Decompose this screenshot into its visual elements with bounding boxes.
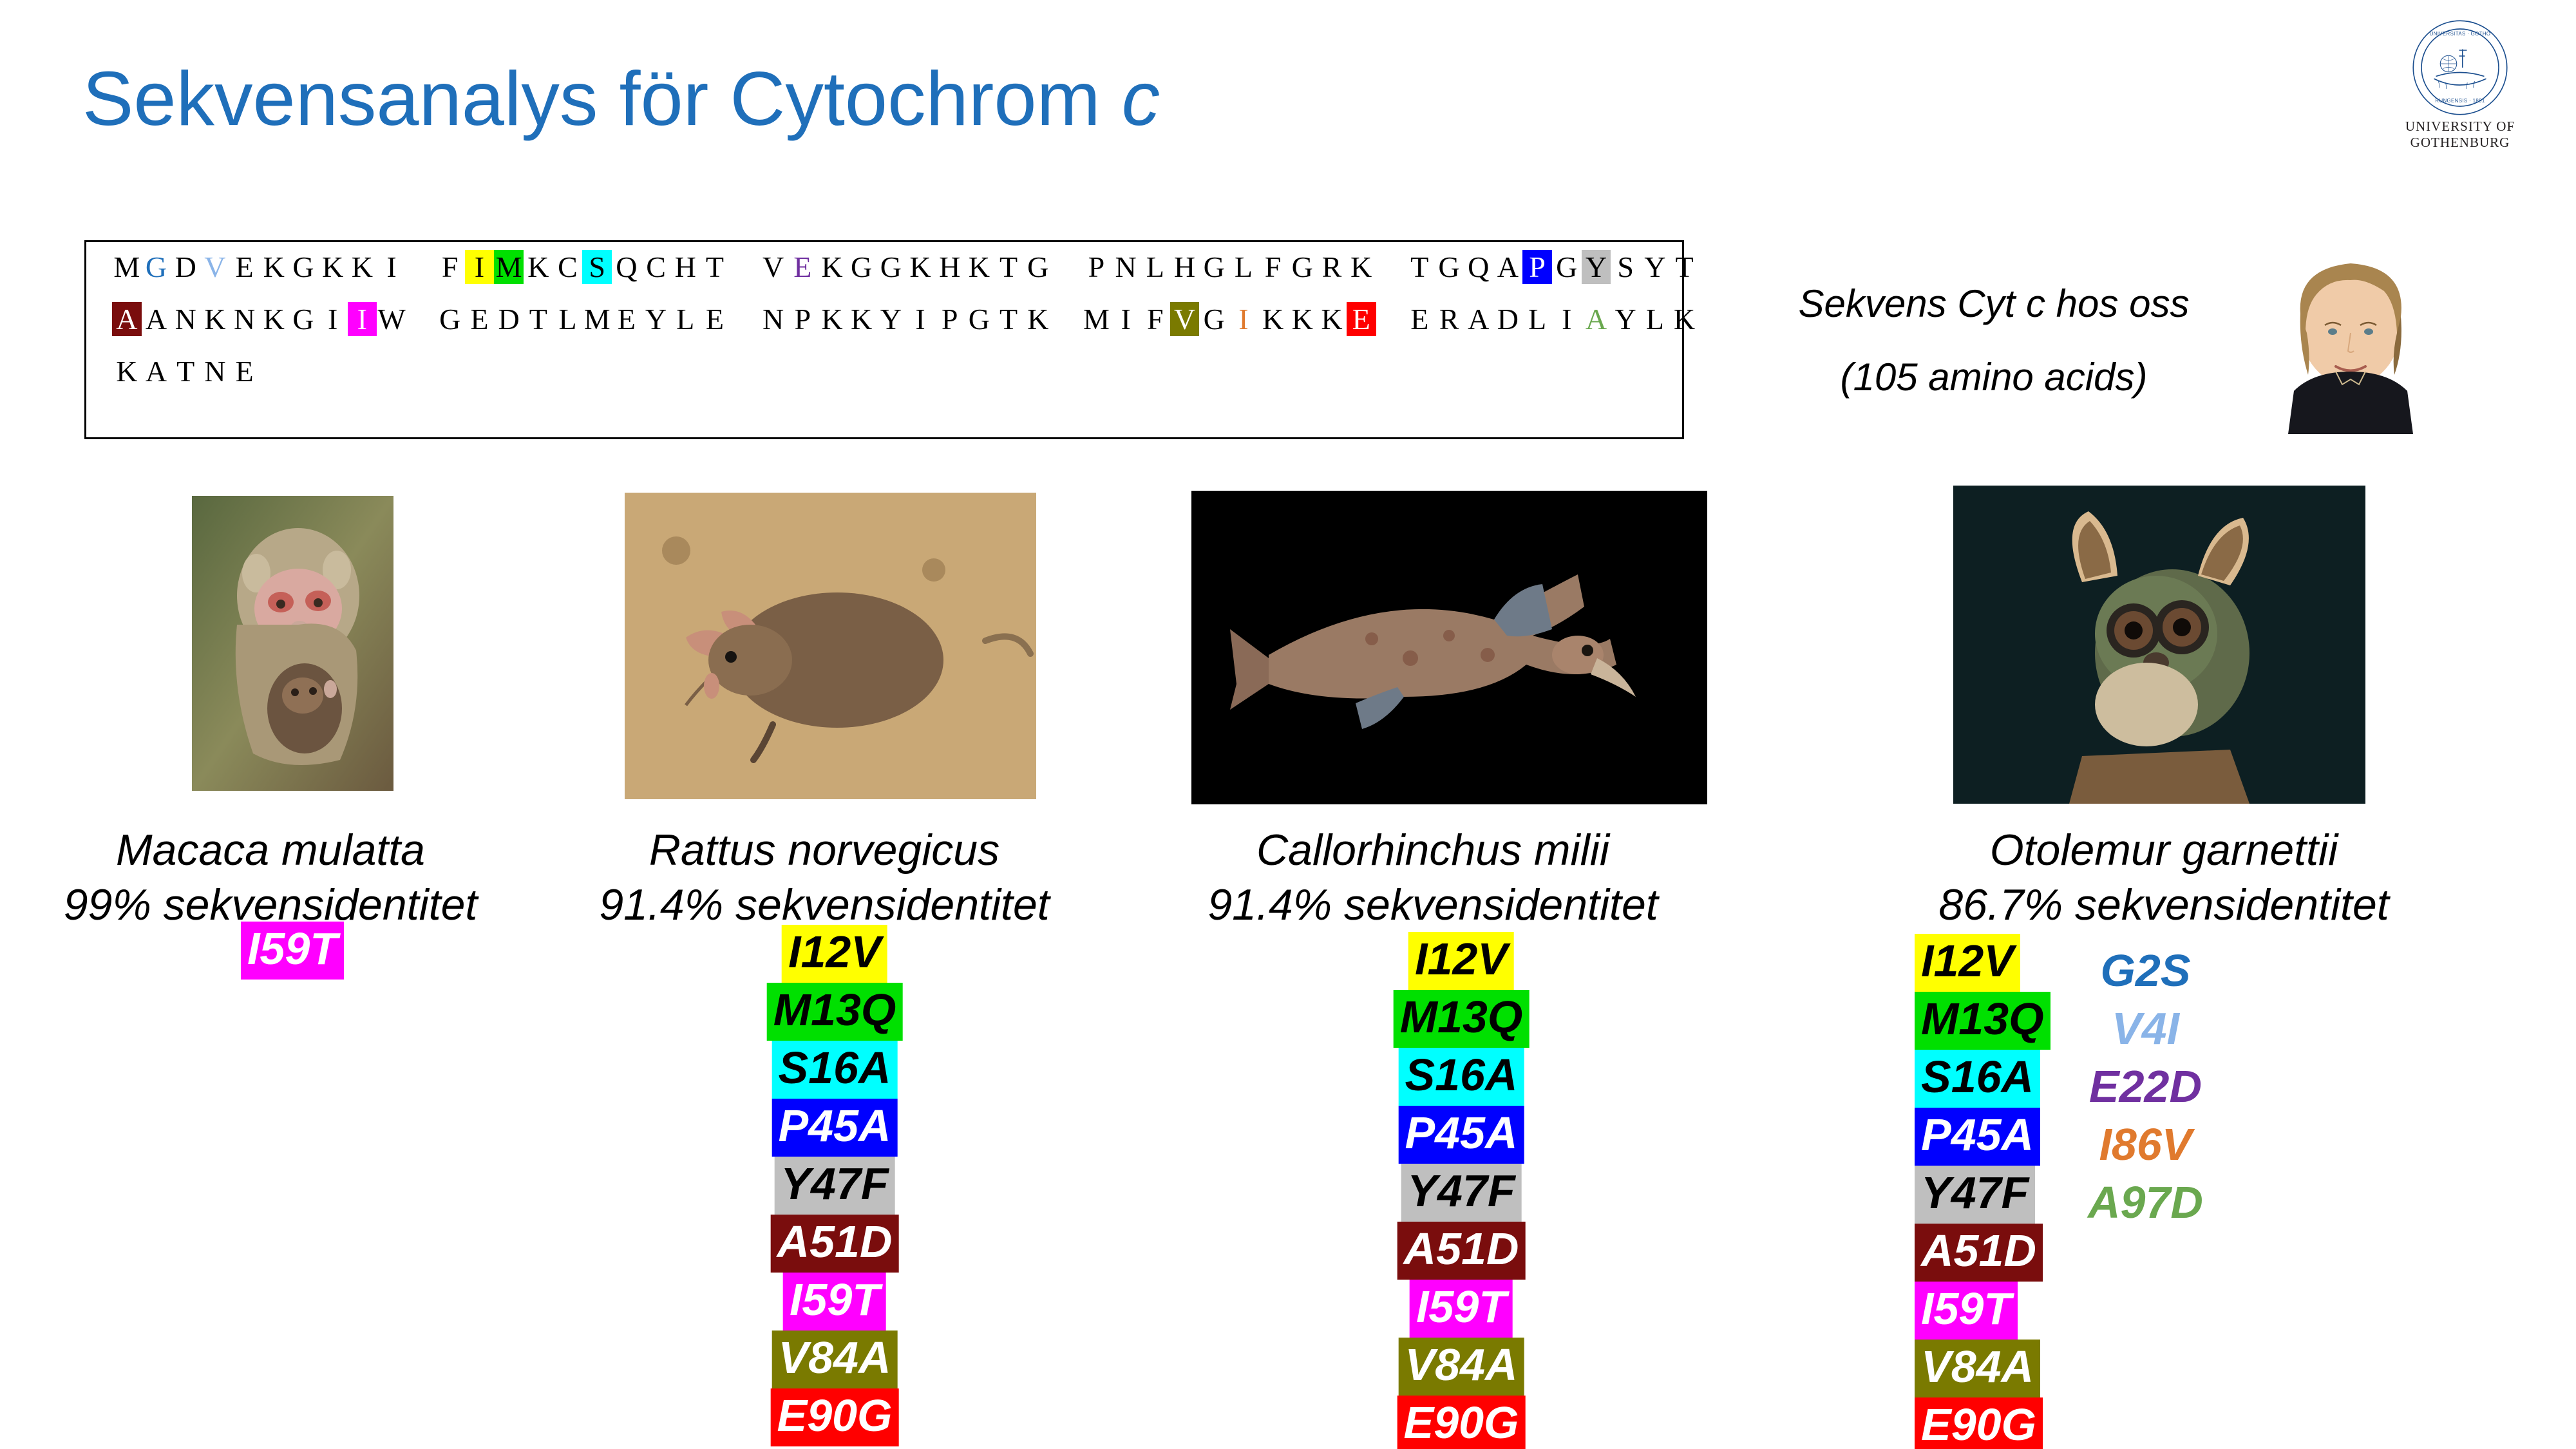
svg-text:UNIVERSITAS · GOTHO: UNIVERSITAS · GOTHO bbox=[2430, 31, 2491, 37]
svg-text:RUNGENSIS · 1891: RUNGENSIS · 1891 bbox=[2435, 98, 2485, 104]
